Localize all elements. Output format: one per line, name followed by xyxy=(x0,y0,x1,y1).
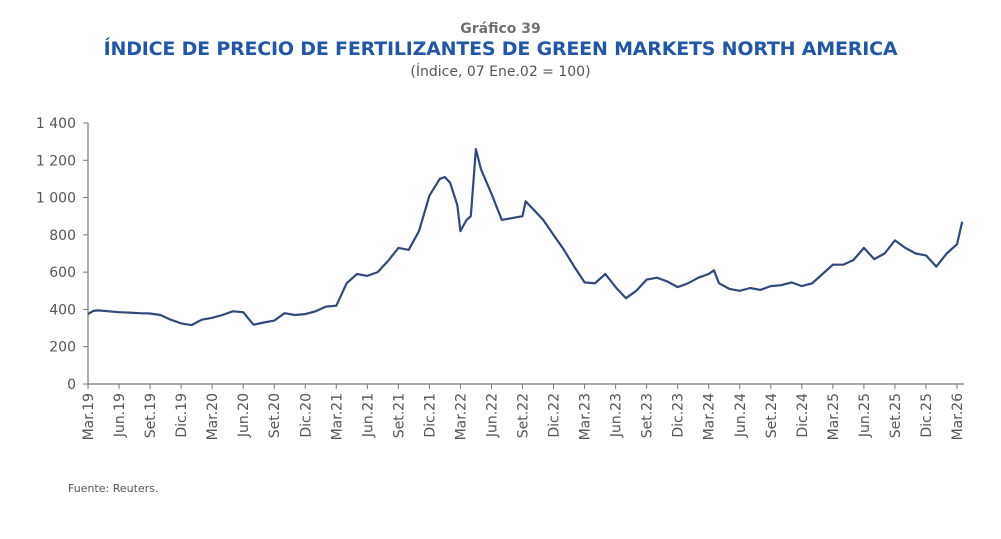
x-tick-label: Set.25 xyxy=(888,393,904,438)
x-tick-label: Dic.22 xyxy=(547,393,563,438)
y-tick-label: 800 xyxy=(49,228,76,244)
x-tick-label: Mar.22 xyxy=(453,393,469,440)
series-line-indice xyxy=(87,148,964,327)
x-tick-label: Set.23 xyxy=(640,393,656,438)
chart-number: Gráfico 39 xyxy=(460,21,541,37)
chart-subtitle: (Índice, 07 Ene.02 = 100) xyxy=(410,64,591,80)
y-tick-label: 1 400 xyxy=(36,116,76,132)
x-tick-label: Mar.26 xyxy=(950,393,966,440)
x-tick-label: Mar.24 xyxy=(702,393,718,440)
x-tick-label: Set.24 xyxy=(764,393,780,438)
x-tick-label: Set.21 xyxy=(391,393,407,438)
x-tick-label: Dic.25 xyxy=(919,393,935,438)
x-tick-label: Jun.19 xyxy=(112,393,128,438)
x-tick-label: Mar.25 xyxy=(826,393,842,440)
y-tick-label: 1 000 xyxy=(36,191,76,207)
x-tick-label: Jun.25 xyxy=(857,393,873,438)
x-tick-label: Dic.19 xyxy=(174,393,190,438)
y-tick-label: 200 xyxy=(49,340,76,356)
x-tick-label: Dic.21 xyxy=(422,393,438,438)
y-tick-label: 0 xyxy=(67,377,76,393)
y-tick-label: 400 xyxy=(49,302,76,318)
x-tick-label: Mar.19 xyxy=(81,393,97,440)
x-tick-label: Set.20 xyxy=(267,393,283,438)
x-tick-label: Mar.20 xyxy=(205,393,221,440)
x-tick-label: Dic.20 xyxy=(298,393,314,438)
x-tick-label: Jun.23 xyxy=(609,393,625,438)
x-tick-label: Set.19 xyxy=(143,393,159,438)
x-tick-label: Set.22 xyxy=(516,393,532,438)
x-tick-label: Dic.23 xyxy=(671,393,687,438)
x-tick-label: Jun.24 xyxy=(733,393,749,438)
y-tick-label: 1 200 xyxy=(36,153,76,169)
x-tick-label: Jun.22 xyxy=(484,393,500,438)
source-note: Fuente: Reuters. xyxy=(68,482,159,495)
x-tick-label: Jun.20 xyxy=(236,393,252,438)
x-tick-label: Jun.21 xyxy=(360,393,376,438)
y-tick-label: 600 xyxy=(49,265,76,281)
x-tick-label: Mar.23 xyxy=(578,393,594,440)
chart-title: ÍNDICE DE PRECIO DE FERTILIZANTES DE GRE… xyxy=(103,38,898,60)
x-tick-label: Dic.24 xyxy=(795,393,811,438)
x-tick-label: Mar.21 xyxy=(329,393,345,440)
